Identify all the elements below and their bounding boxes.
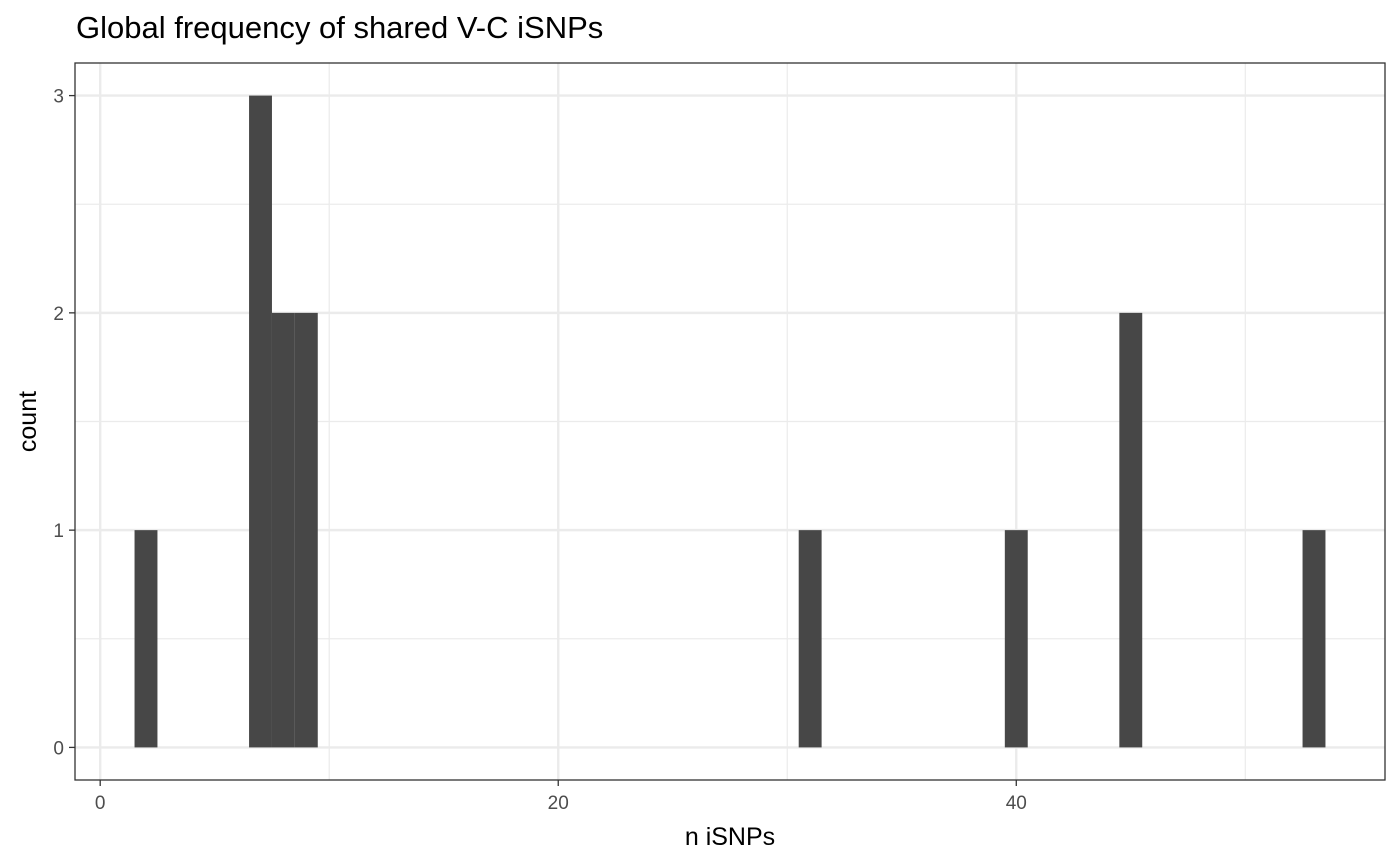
y-tick-label: 0 xyxy=(53,738,64,759)
y-tick-label: 2 xyxy=(53,304,64,325)
x-tick-label: 0 xyxy=(95,793,106,814)
histogram-bar xyxy=(1119,312,1143,748)
y-tick-label: 3 xyxy=(53,87,64,108)
chart-title: Global frequency of shared V-C iSNPs xyxy=(76,10,604,45)
y-axis: 0 1 2 3 xyxy=(53,87,75,759)
histogram-bar xyxy=(1302,530,1326,748)
histogram-bar xyxy=(271,312,295,748)
histogram-bar xyxy=(294,312,318,748)
histogram-bar xyxy=(249,95,272,748)
y-tick-label: 1 xyxy=(53,521,64,542)
x-tick-label: 40 xyxy=(1006,793,1027,814)
histogram-bar xyxy=(798,530,822,748)
panel-border xyxy=(74,62,1386,781)
histogram-bar xyxy=(134,530,158,748)
x-axis: 0 20 40 xyxy=(95,780,1027,814)
y-axis-title: count xyxy=(14,391,42,452)
x-axis-title: n iSNPs xyxy=(685,823,775,851)
x-tick-label: 20 xyxy=(548,793,569,814)
histogram-bar xyxy=(1004,530,1028,748)
bars xyxy=(134,95,1326,748)
